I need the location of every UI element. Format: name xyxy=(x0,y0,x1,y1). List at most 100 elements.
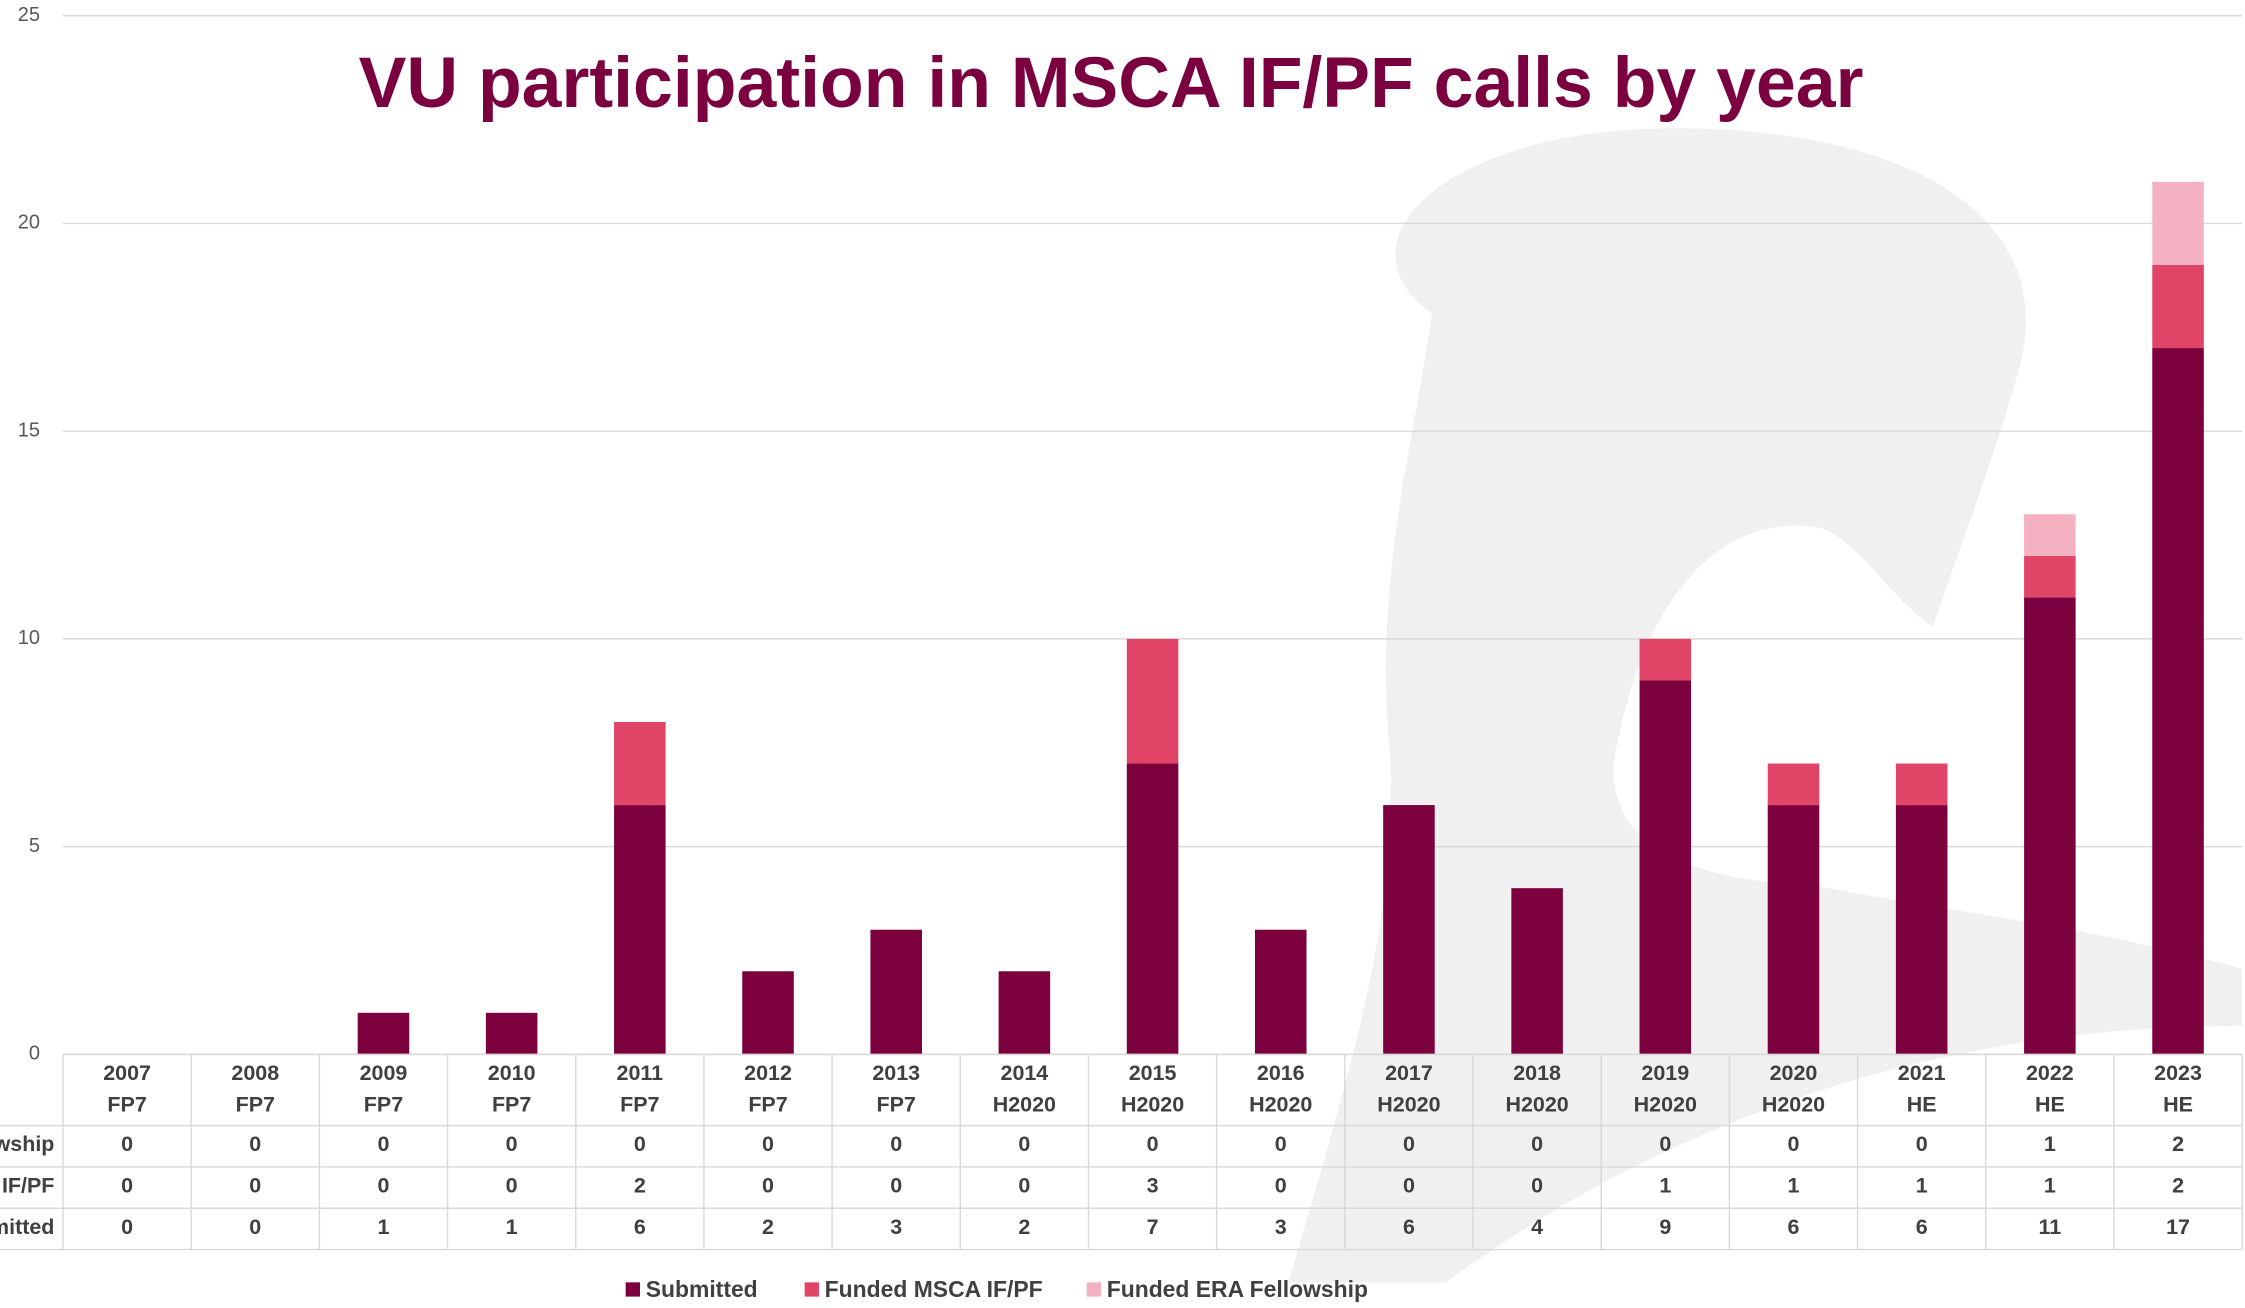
x-tick-label: H2020 xyxy=(1249,1092,1312,1116)
x-tick-label: HE xyxy=(2035,1092,2065,1116)
legend-swatch xyxy=(805,1282,819,1296)
y-tick-label: 15 xyxy=(18,419,40,441)
table-cell: 11 xyxy=(2039,1215,2062,1239)
table-cell: 0 xyxy=(1531,1132,1543,1156)
y-tick-label: 0 xyxy=(29,1043,40,1065)
bar-segment xyxy=(2024,514,2076,556)
bar-segment xyxy=(2024,597,2076,1054)
y-tick-label: 10 xyxy=(18,627,40,649)
x-tick-label: H2020 xyxy=(1505,1092,1568,1116)
x-tick-label: H2020 xyxy=(1762,1092,1825,1116)
table-cell: 0 xyxy=(249,1174,261,1198)
x-tick-label: 2009 xyxy=(360,1061,408,1085)
table-cell: 1 xyxy=(1916,1174,1928,1198)
x-tick-label: 2022 xyxy=(2026,1061,2074,1085)
table-cell: 0 xyxy=(506,1174,518,1198)
x-tick-label: 2015 xyxy=(1129,1061,1177,1085)
x-tick-label: 2014 xyxy=(1001,1061,1049,1085)
x-tick-label: HE xyxy=(2163,1092,2193,1116)
bar-segment xyxy=(2024,556,2076,598)
table-cell: 4 xyxy=(1531,1215,1543,1239)
table-cell: 2 xyxy=(1018,1215,1030,1239)
bar-segment xyxy=(2152,265,2204,348)
chart-title: VU participation in MSCA IF/PF calls by … xyxy=(359,43,1864,123)
x-tick-label: 2013 xyxy=(872,1061,920,1085)
table-cell: 0 xyxy=(121,1215,133,1239)
table-cell: 6 xyxy=(1788,1215,1800,1239)
table-cell: 9 xyxy=(1659,1215,1671,1239)
x-tick-label: 2021 xyxy=(1898,1061,1946,1085)
y-tick-label: 25 xyxy=(18,4,40,26)
table-cell: 0 xyxy=(634,1132,646,1156)
table-cell: 17 xyxy=(2166,1215,2190,1239)
table-cell: 0 xyxy=(1916,1132,1928,1156)
table-cell: 0 xyxy=(1275,1174,1287,1198)
table-cell: 0 xyxy=(762,1174,774,1198)
table-row-label: Funded MSCA IF/PF xyxy=(0,1174,54,1198)
x-tick-label: FP7 xyxy=(107,1092,146,1116)
bar-segment xyxy=(1768,764,1820,806)
x-tick-label: FP7 xyxy=(236,1092,275,1116)
x-tick-label: 2012 xyxy=(744,1061,792,1085)
legend-swatch xyxy=(1087,1282,1101,1296)
table-cell: 3 xyxy=(1275,1215,1287,1239)
bar-segment xyxy=(1768,805,1820,1054)
y-tick-label: 20 xyxy=(18,212,40,234)
bar-segment xyxy=(1896,805,1948,1054)
x-tick-label: FP7 xyxy=(620,1092,659,1116)
legend-swatch xyxy=(626,1282,640,1296)
table-cell: 0 xyxy=(1018,1174,1030,1198)
table-cell: 2 xyxy=(2172,1174,2184,1198)
table-cell: 2 xyxy=(762,1215,774,1239)
x-tick-label: FP7 xyxy=(364,1092,403,1116)
bar-segment xyxy=(742,971,794,1054)
x-tick-label: H2020 xyxy=(993,1092,1056,1116)
table-cell: 6 xyxy=(1916,1215,1928,1239)
table-cell: 0 xyxy=(1018,1132,1030,1156)
table-cell: 0 xyxy=(1403,1132,1415,1156)
table-cell: 1 xyxy=(1659,1174,1671,1198)
chart: VU participation in MSCA IF/PF calls by … xyxy=(0,0,2245,1308)
table-cell: 0 xyxy=(1403,1174,1415,1198)
table-cell: 2 xyxy=(2172,1132,2184,1156)
bar-segment xyxy=(358,1013,410,1055)
table-cell: 0 xyxy=(1659,1132,1671,1156)
table-cell: 0 xyxy=(1147,1132,1159,1156)
x-tick-label: H2020 xyxy=(1121,1092,1184,1116)
bar-segment xyxy=(1640,639,1692,681)
x-tick-label: FP7 xyxy=(748,1092,787,1116)
table-cell: 0 xyxy=(377,1174,389,1198)
legend-label: Funded MSCA IF/PF xyxy=(825,1276,1043,1302)
table-cell: 1 xyxy=(506,1215,518,1239)
table-cell: 2 xyxy=(634,1174,646,1198)
table-row-label: Submitted xyxy=(0,1215,54,1239)
table-cell: 1 xyxy=(2044,1174,2056,1198)
table-row-label: Funded ERA Fellowship xyxy=(0,1132,54,1156)
bar-segment xyxy=(1640,680,1692,1054)
bar-segment xyxy=(2152,348,2204,1054)
x-tick-label: H2020 xyxy=(1377,1092,1440,1116)
x-tick-label: 2016 xyxy=(1257,1061,1305,1085)
x-tick-label: 2011 xyxy=(617,1061,664,1085)
bar-segment xyxy=(1127,764,1179,1055)
table-cell: 0 xyxy=(1531,1174,1543,1198)
bar-segment xyxy=(2152,182,2204,265)
bar-segment xyxy=(1511,888,1563,1054)
x-tick-label: 2008 xyxy=(231,1061,279,1085)
table-cell: 0 xyxy=(377,1132,389,1156)
legend-label: Submitted xyxy=(646,1276,758,1302)
x-tick-label: FP7 xyxy=(492,1092,531,1116)
x-tick-label: 2007 xyxy=(103,1061,151,1085)
x-tick-label: 2020 xyxy=(1770,1061,1818,1085)
x-tick-label: 2018 xyxy=(1513,1061,1561,1085)
x-tick-label: 2017 xyxy=(1385,1061,1433,1085)
x-tick-label: FP7 xyxy=(877,1092,916,1116)
page: {"chart_data": {"type": "bar", "stacked"… xyxy=(0,0,2245,1308)
table-cell: 0 xyxy=(1275,1132,1287,1156)
x-tick-label: 2019 xyxy=(1641,1061,1689,1085)
table-cell: 6 xyxy=(1403,1215,1415,1239)
table-cell: 0 xyxy=(890,1174,902,1198)
bar-segment xyxy=(999,971,1051,1054)
bar-segment xyxy=(1896,764,1948,806)
x-tick-label: 2023 xyxy=(2154,1061,2202,1085)
